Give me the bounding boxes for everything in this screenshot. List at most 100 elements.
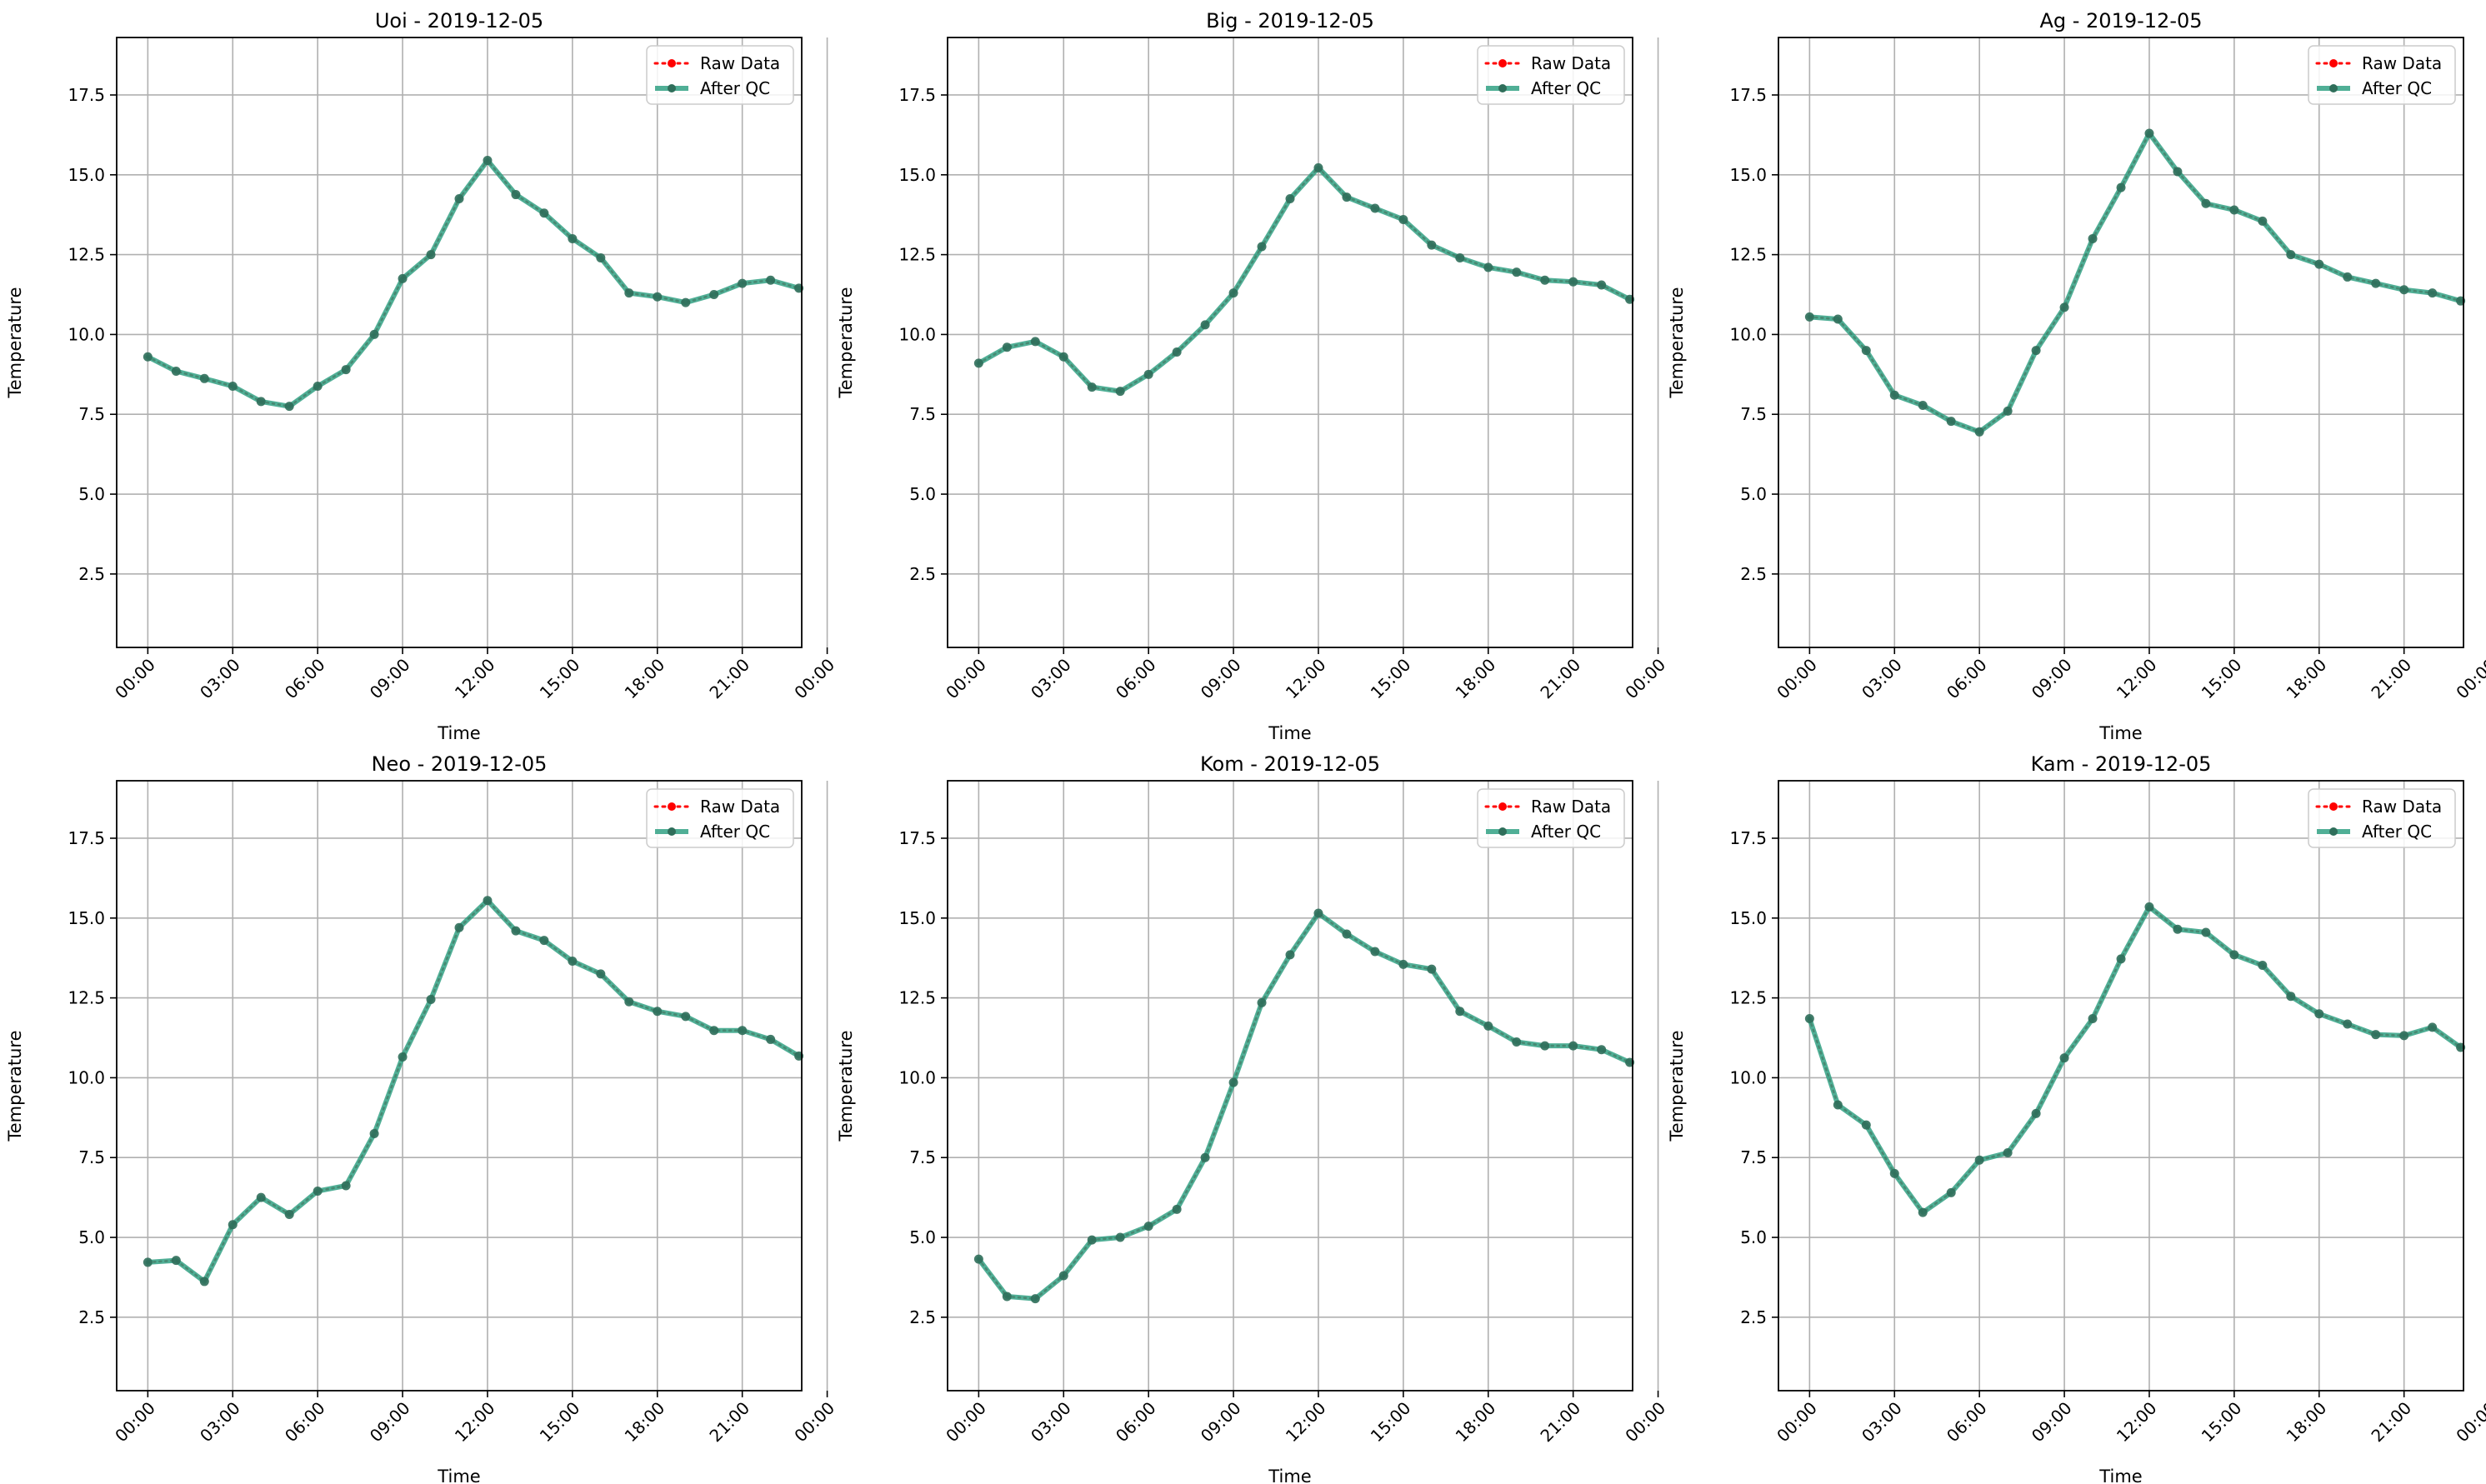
legend-after-qc-marker: [2329, 84, 2338, 92]
x-tick-label: 06:00: [281, 1398, 329, 1447]
data-point: [398, 1052, 408, 1062]
data-point: [483, 896, 493, 906]
data-point: [511, 926, 521, 936]
data-point: [973, 358, 983, 368]
x-tick-label: 21:00: [2367, 1398, 2415, 1447]
x-tick-label: 09:00: [1197, 655, 1245, 703]
data-point: [454, 194, 464, 204]
x-tick-label: 00:00: [2452, 1398, 2486, 1447]
y-tick-label: 2.5: [1740, 1307, 1767, 1327]
legend-label-after-qc: After QC: [2362, 822, 2432, 842]
data-point: [171, 366, 181, 376]
x-tick-label: 15:00: [2198, 1398, 2246, 1447]
data-point: [2428, 1022, 2438, 1032]
data-point: [1833, 314, 1843, 324]
data-point: [2258, 216, 2268, 226]
x-tick-label: 18:00: [2283, 655, 2331, 703]
series-line-raw-data: [1808, 131, 2462, 433]
data-point: [313, 382, 323, 392]
chart-title: Kom - 2019-12-05: [1200, 752, 1380, 776]
y-tick-label: 15.0: [68, 165, 105, 185]
data-point: [1568, 1041, 1578, 1051]
y-tick-label: 10.0: [898, 1067, 936, 1087]
data-point: [681, 297, 691, 307]
x-axis-label: Time: [1268, 1467, 1311, 1484]
data-point: [1974, 427, 1984, 437]
series-line-raw-data: [978, 166, 1631, 392]
series-line-raw-data: [147, 158, 800, 408]
y-tick-label: 7.5: [78, 404, 105, 424]
chart-title: Kam - 2019-12-05: [2031, 752, 2212, 776]
y-tick-label: 7.5: [1740, 404, 1767, 424]
data-point: [2003, 406, 2013, 416]
data-point: [1370, 203, 1380, 213]
data-point: [2003, 1147, 2013, 1157]
legend-raw-marker: [2329, 59, 2338, 67]
y-tick-label: 15.0: [68, 908, 105, 928]
chart-panel-1: 2.5 5.0 7.5 10.0 12.5 15.0 17.5 00:00 03:00 06:00…: [5, 9, 838, 743]
data-point: [1398, 959, 1408, 969]
legend-after-qc-marker: [668, 84, 676, 92]
x-tick-label: 18:00: [2283, 1398, 2331, 1447]
x-axis-label: Time: [437, 723, 480, 743]
data-point: [1115, 1232, 1125, 1242]
legend-after-qc-marker: [1498, 84, 1507, 92]
data-point: [1455, 1007, 1465, 1017]
data-point: [2201, 927, 2211, 937]
legend-label-raw-data: Raw Data: [700, 53, 780, 73]
data-point: [1058, 1271, 1068, 1281]
data-point: [1597, 280, 1607, 290]
data-point: [483, 156, 493, 166]
x-tick-label: 00:00: [942, 655, 990, 703]
y-tick-label: 15.0: [898, 165, 936, 185]
series-line-raw-data: [1808, 905, 2462, 1214]
x-tick-label: 15:00: [1367, 655, 1415, 703]
axes-frame: [947, 37, 1633, 648]
x-axis-label: Time: [437, 1467, 480, 1484]
x-tick-label: 03:00: [1027, 655, 1075, 703]
x-tick-label: 12:00: [451, 655, 499, 703]
data-point: [143, 352, 153, 362]
data-point: [511, 190, 521, 200]
x-tick-label: 03:00: [1858, 655, 1906, 703]
data-point: [1143, 369, 1153, 379]
y-tick-label: 17.5: [1729, 828, 1767, 848]
legend-raw-marker: [2329, 802, 2338, 811]
data-point: [1455, 252, 1465, 262]
legend-raw-marker: [1498, 59, 1507, 67]
data-point: [256, 1192, 266, 1202]
data-point: [2031, 346, 2041, 356]
legend: Raw Data After QC: [2308, 788, 2456, 848]
data-point: [256, 397, 266, 407]
y-tick-label: 10.0: [898, 324, 936, 344]
data-point: [1087, 382, 1097, 392]
data-point: [1568, 277, 1578, 287]
data-point: [1427, 240, 1437, 250]
data-point: [313, 1186, 323, 1196]
data-point: [1257, 242, 1267, 252]
chart-panel-3: 2.5 5.0 7.5 10.0 12.5 15.0 17.5 00:00 03:00 06:00…: [1667, 9, 2486, 743]
x-tick-label: 06:00: [1943, 655, 1991, 703]
y-tick-label: 17.5: [898, 828, 936, 848]
data-point: [2399, 285, 2409, 295]
y-tick-label: 7.5: [78, 1147, 105, 1167]
x-tick-label: 15:00: [1367, 1398, 1415, 1447]
data-point: [1597, 1045, 1607, 1055]
data-point: [1172, 1204, 1182, 1214]
y-axis-label: Temperature: [1667, 287, 1687, 398]
y-tick-label: 17.5: [68, 828, 105, 848]
data-point: [1285, 950, 1295, 960]
data-point: [1342, 929, 1352, 939]
data-point: [1540, 1041, 1550, 1051]
y-tick-label: 17.5: [68, 85, 105, 105]
data-point: [2088, 1014, 2098, 1024]
x-tick-label: 15:00: [536, 655, 584, 703]
x-tick-label: 00:00: [790, 655, 838, 703]
data-point: [369, 1128, 379, 1138]
y-tick-label: 10.0: [68, 324, 105, 344]
data-point: [2088, 233, 2098, 243]
x-tick-label: 09:00: [366, 1398, 414, 1447]
data-point: [1861, 1120, 1871, 1130]
x-tick-label: 21:00: [1536, 1398, 1584, 1447]
x-tick-label: 03:00: [196, 655, 244, 703]
